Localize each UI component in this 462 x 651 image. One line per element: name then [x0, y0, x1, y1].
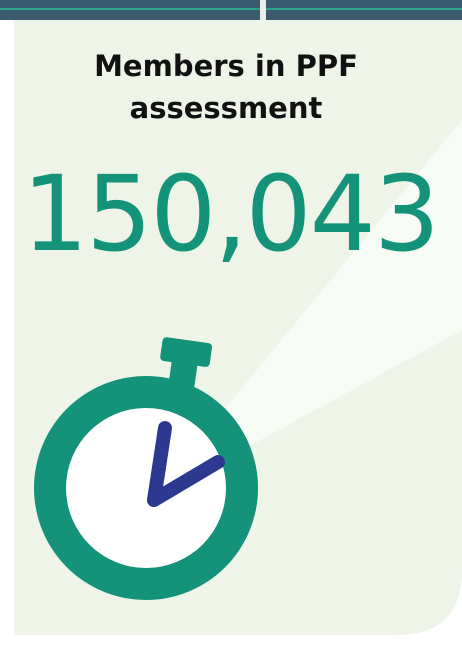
figure: 150,043: [22, 153, 438, 275]
hand: [147, 455, 225, 507]
stopwatch-crown: [160, 337, 213, 367]
strip-post: [260, 0, 266, 20]
heading-line: Members in PPF: [94, 49, 358, 83]
stopwatch: [34, 337, 258, 600]
heading-line: assessment: [130, 91, 323, 125]
hand: [147, 421, 172, 507]
light-beam: [150, 120, 462, 500]
stopwatch-face: [66, 408, 226, 568]
